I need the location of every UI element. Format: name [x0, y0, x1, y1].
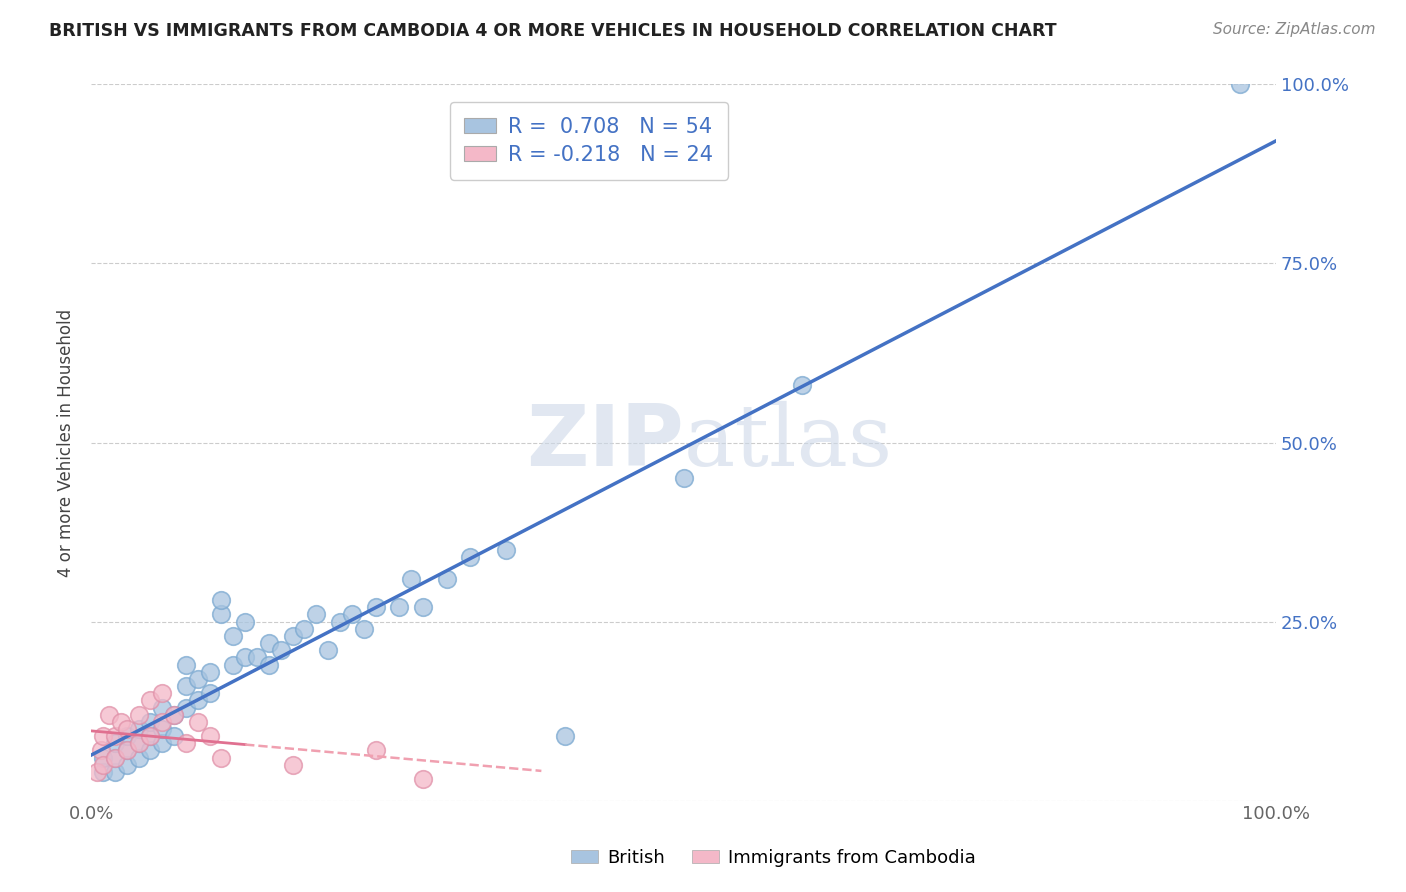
Point — [150, 714, 173, 729]
Point — [139, 693, 162, 707]
Point — [150, 686, 173, 700]
Text: BRITISH VS IMMIGRANTS FROM CAMBODIA 4 OR MORE VEHICLES IN HOUSEHOLD CORRELATION : BRITISH VS IMMIGRANTS FROM CAMBODIA 4 OR… — [49, 22, 1057, 40]
Point — [672, 471, 695, 485]
Point — [222, 657, 245, 672]
Point — [198, 729, 221, 743]
Point — [316, 643, 339, 657]
Point — [115, 722, 138, 736]
Point — [139, 729, 162, 743]
Point — [104, 750, 127, 764]
Point — [364, 600, 387, 615]
Point — [233, 650, 256, 665]
Point — [91, 729, 114, 743]
Point — [128, 736, 150, 750]
Point — [174, 679, 197, 693]
Point — [174, 736, 197, 750]
Text: ZIP: ZIP — [526, 401, 683, 484]
Point — [270, 643, 292, 657]
Point — [364, 743, 387, 757]
Point — [412, 772, 434, 786]
Point — [436, 572, 458, 586]
Point — [211, 750, 233, 764]
Point — [198, 686, 221, 700]
Point — [91, 764, 114, 779]
Point — [211, 593, 233, 607]
Point — [150, 722, 173, 736]
Point — [90, 743, 112, 757]
Point — [163, 707, 186, 722]
Point — [257, 636, 280, 650]
Point — [281, 629, 304, 643]
Point — [174, 657, 197, 672]
Legend: R =  0.708   N = 54, R = -0.218   N = 24: R = 0.708 N = 54, R = -0.218 N = 24 — [450, 102, 728, 179]
Point — [128, 736, 150, 750]
Point — [187, 672, 209, 686]
Point — [246, 650, 269, 665]
Point — [233, 615, 256, 629]
Point — [198, 665, 221, 679]
Text: atlas: atlas — [683, 401, 893, 484]
Point — [128, 750, 150, 764]
Point — [104, 729, 127, 743]
Point — [150, 736, 173, 750]
Y-axis label: 4 or more Vehicles in Household: 4 or more Vehicles in Household — [58, 309, 75, 576]
Point — [305, 607, 328, 622]
Point — [340, 607, 363, 622]
Point — [128, 722, 150, 736]
Point — [495, 543, 517, 558]
Point — [110, 714, 132, 729]
Point — [412, 600, 434, 615]
Point — [458, 550, 481, 565]
Point — [294, 622, 316, 636]
Point — [115, 729, 138, 743]
Point — [104, 750, 127, 764]
Point — [115, 757, 138, 772]
Point — [104, 764, 127, 779]
Point — [790, 378, 813, 392]
Point — [139, 714, 162, 729]
Point — [187, 693, 209, 707]
Point — [187, 714, 209, 729]
Point — [281, 757, 304, 772]
Point — [91, 750, 114, 764]
Point — [150, 700, 173, 714]
Point — [91, 757, 114, 772]
Point — [211, 607, 233, 622]
Point — [115, 743, 138, 757]
Point — [257, 657, 280, 672]
Text: Source: ZipAtlas.com: Source: ZipAtlas.com — [1212, 22, 1375, 37]
Point — [128, 707, 150, 722]
Point — [86, 764, 108, 779]
Legend: British, Immigrants from Cambodia: British, Immigrants from Cambodia — [564, 842, 983, 874]
Point — [222, 629, 245, 643]
Point — [115, 743, 138, 757]
Point — [139, 729, 162, 743]
Point — [1229, 78, 1251, 92]
Point — [174, 700, 197, 714]
Point — [139, 743, 162, 757]
Point — [163, 729, 186, 743]
Point — [97, 707, 120, 722]
Point — [163, 707, 186, 722]
Point — [554, 729, 576, 743]
Point — [399, 572, 422, 586]
Point — [329, 615, 352, 629]
Point — [388, 600, 411, 615]
Point — [104, 736, 127, 750]
Point — [353, 622, 375, 636]
